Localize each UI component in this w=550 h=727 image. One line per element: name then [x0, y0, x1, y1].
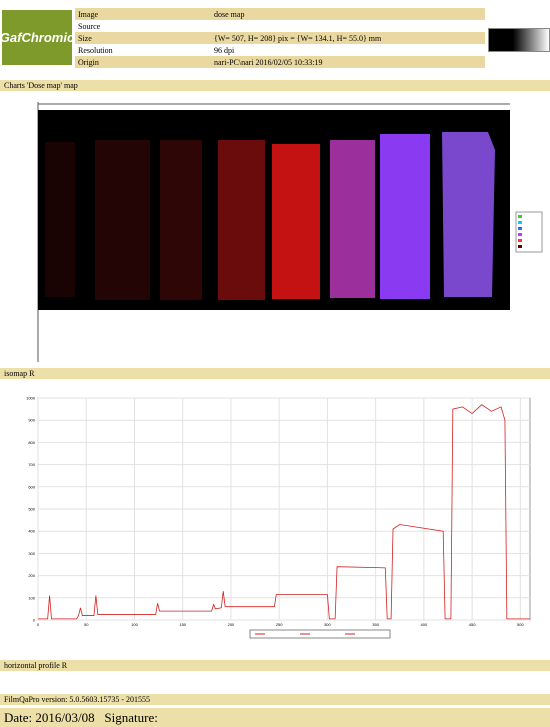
x-tick-label: 350	[372, 622, 379, 627]
y-tick-label: 500	[28, 507, 35, 512]
info-label: Origin	[75, 56, 211, 68]
y-tick-label: 300	[28, 551, 35, 556]
y-tick-label: 1000	[26, 396, 36, 401]
page: GafChromic Imagedose mapSourceSize{W= 50…	[0, 0, 550, 727]
info-row: Size{W= 507, H= 208} pix = {W= 134.1, H=…	[75, 32, 485, 44]
section-title: isomap R	[0, 368, 550, 379]
x-tick-label: 50	[84, 622, 89, 627]
info-label: Resolution	[75, 44, 211, 56]
y-tick-label: 0	[33, 618, 36, 623]
section-title: horizontal profile R	[0, 660, 550, 671]
info-row: Source	[75, 20, 485, 32]
y-tick-label: 200	[28, 573, 35, 578]
info-label: Size	[75, 32, 211, 44]
x-tick-label: 300	[324, 622, 331, 627]
info-value	[211, 20, 485, 32]
y-tick-label: 900	[28, 418, 35, 423]
y-tick-label: 600	[28, 484, 35, 489]
x-tick-label: 500	[517, 622, 524, 627]
x-tick-label: 400	[421, 622, 428, 627]
signature: Signature:	[104, 710, 157, 725]
y-tick-label: 800	[28, 440, 35, 445]
profile-chart: 0 100 200 300 400 500 600 700 800 900 1000 0 50 100 15…	[0, 380, 550, 660]
x-tick-label: 200	[228, 622, 235, 627]
x-tick-label: 100	[131, 622, 138, 627]
info-value: 96 dpi	[211, 44, 485, 56]
gray-scale	[488, 28, 550, 52]
y-tick-label: 100	[28, 595, 35, 600]
info-label: Image	[75, 8, 211, 20]
y-tick-label: 400	[28, 529, 35, 534]
x-tick-label: 450	[469, 622, 476, 627]
y-tick-label: 700	[28, 462, 35, 467]
date-line: Date: 2016/03/08 Signature:	[0, 708, 550, 727]
dose-map	[0, 92, 550, 368]
date: Date: 2016/03/08	[4, 710, 95, 725]
info-value: dose map	[211, 8, 485, 20]
info-value: {W= 507, H= 208} pix = {W= 134.1, H= 55.…	[211, 32, 485, 44]
x-tick-label: 150	[179, 622, 186, 627]
x-tick-label: 250	[276, 622, 283, 627]
logo: GafChromic	[2, 10, 72, 65]
version: FilmQaPro version: 5.0.5603.15735 - 2015…	[0, 694, 550, 705]
section-title: Charts 'Dose map' map	[0, 80, 550, 91]
info-label: Source	[75, 20, 211, 32]
x-tick-label: 0	[37, 622, 40, 627]
info-value: nari-PC\nari 2016/02/05 10:33:19	[211, 56, 485, 68]
